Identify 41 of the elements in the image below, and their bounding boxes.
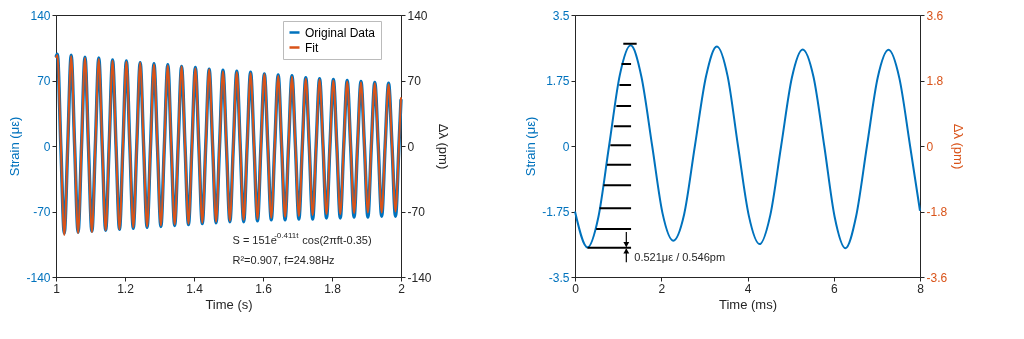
y-tick-label: -140 — [26, 270, 51, 285]
x-tick-label: 2 — [658, 281, 666, 296]
y-tick-label: -3.5 — [548, 270, 570, 285]
y-axis-title: Strain (με) — [7, 116, 23, 177]
legend-label: Fit — [305, 40, 319, 55]
y-tick-label: 70 — [37, 74, 51, 88]
x-tick-label: 1.6 — [255, 281, 273, 296]
x-tick-label: 1.4 — [186, 281, 204, 296]
y-tick-label: 140 — [30, 8, 51, 23]
y-tick-label: 0 — [562, 139, 570, 154]
x-tick-label: 6 — [830, 281, 838, 296]
y2-tick-label: -70 — [407, 205, 426, 219]
y2-tick-label: -140 — [407, 270, 432, 285]
y2-tick-label: 70 — [407, 74, 422, 88]
y2-tick-label: 0 — [926, 139, 934, 154]
x-tick-label: 4 — [744, 281, 752, 296]
y2-tick-label: 3.6 — [926, 8, 944, 23]
x-tick-label: 0 — [572, 281, 580, 296]
y2-tick-label: -1.8 — [926, 205, 948, 219]
x-tick-label: 1.8 — [324, 281, 342, 296]
y-tick-label: -1.75 — [542, 205, 570, 219]
y2-tick-label: -3.6 — [926, 270, 948, 285]
y-tick-label: 1.75 — [546, 74, 570, 88]
x-axis-title: Time (s) — [205, 296, 253, 312]
x-tick-label: 8 — [917, 281, 925, 296]
y-tick-label: -70 — [33, 205, 51, 219]
x-tick-label: 1.2 — [117, 281, 135, 296]
y2-tick-label: 0 — [407, 139, 415, 154]
x-tick-label: 1 — [53, 281, 61, 296]
y2-tick-label: 140 — [407, 8, 428, 23]
y-tick-label: 3.5 — [552, 8, 570, 23]
x-tick-label: 2 — [398, 281, 406, 296]
x-axis-title: Time (ms) — [718, 296, 778, 312]
annotation: R²=0.907, f=24.98Hz — [232, 254, 335, 267]
y2-axis-title: Δλ (pm) — [951, 123, 967, 170]
legend-label: Original Data — [305, 25, 376, 40]
y-tick-label: 0 — [43, 139, 51, 154]
y2-tick-label: 1.8 — [926, 74, 944, 88]
y-axis-title: Strain (με) — [523, 116, 539, 177]
y2-axis-title: Δλ (pm) — [435, 123, 451, 170]
annotation: 0.521με / 0.546pm — [634, 251, 726, 264]
